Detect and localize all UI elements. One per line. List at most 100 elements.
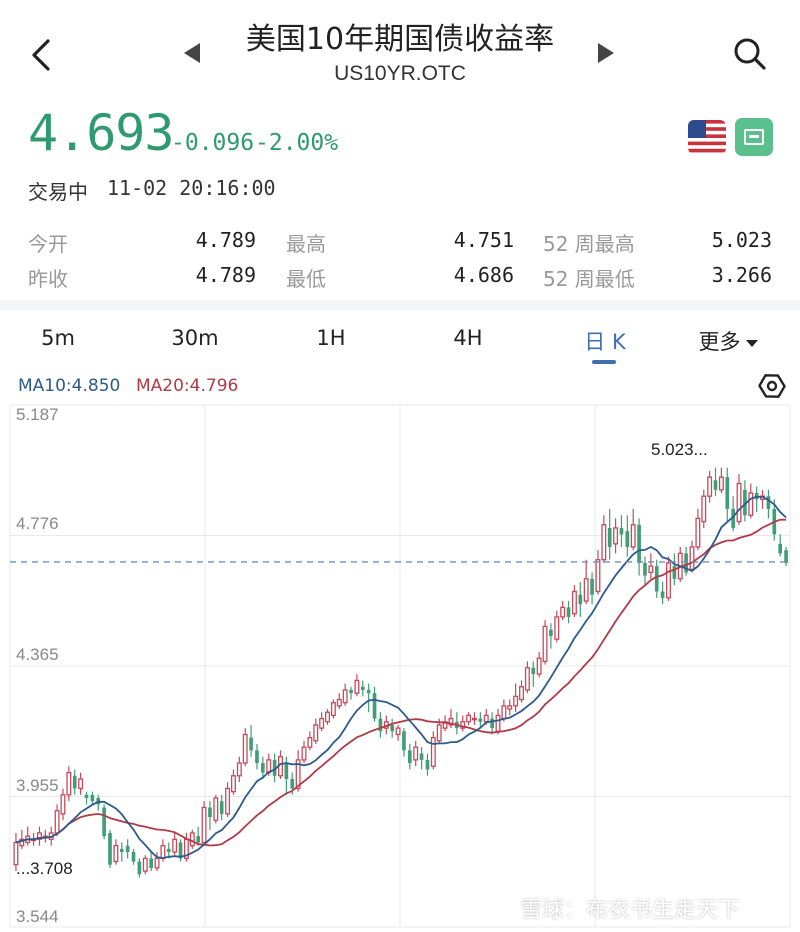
candle-body-down <box>743 489 747 516</box>
candle-body-down <box>731 508 735 528</box>
price-change: -0.096 <box>171 130 255 156</box>
candle-body-down <box>272 759 277 776</box>
candle-body-down <box>672 566 677 579</box>
candle-body-down <box>261 763 265 773</box>
tab-4h[interactable]: 4H <box>453 326 483 350</box>
stat-label-52w-high: 52 周最高 <box>543 232 635 256</box>
candle-body-down <box>196 836 201 843</box>
tab-more-label: 更多 <box>698 330 741 354</box>
candle-body-up <box>560 606 566 618</box>
candle-body-down <box>90 794 95 802</box>
back-arrow-icon[interactable] <box>28 38 56 72</box>
candle-body-up <box>354 679 360 694</box>
candle-body-up <box>736 482 742 523</box>
section-divider <box>0 300 800 310</box>
candle-body-down <box>149 858 153 868</box>
candle-body-up <box>554 616 560 640</box>
candle-body-up <box>630 524 636 548</box>
candle-body-up <box>524 667 530 691</box>
candle-body-up <box>307 736 313 748</box>
settings-hexagon-icon[interactable] <box>758 372 786 400</box>
trading-status: 交易中 <box>28 180 88 204</box>
candle-body-down <box>108 832 112 865</box>
tab-daily-k[interactable]: 日 K <box>584 330 626 354</box>
candle-body-up <box>301 746 307 761</box>
candle-body-up <box>113 845 119 863</box>
candle-body-down <box>84 794 89 799</box>
candle-body-down <box>766 496 771 509</box>
active-tab-indicator <box>592 360 616 364</box>
tab-1h[interactable]: 1H <box>316 326 346 350</box>
candle-body-up <box>225 787 231 815</box>
candle-body-down <box>208 807 212 818</box>
min-price-label: ...3.708 <box>16 859 73 878</box>
prev-triangle-icon[interactable] <box>184 43 200 63</box>
candle-body-down <box>255 750 259 764</box>
stat-label-open: 今开 <box>28 232 68 256</box>
candle-body-down <box>654 566 659 592</box>
candle-body-up <box>542 625 548 663</box>
candle-body-up <box>701 495 707 523</box>
candle-body-up <box>395 727 401 736</box>
stat-value-52w-low: 3.266 <box>711 263 772 287</box>
candle-body-down <box>119 848 124 853</box>
candle-body-down <box>625 531 630 548</box>
candle-body-down <box>402 731 406 751</box>
candle-body-up <box>748 492 754 516</box>
stat-label-52w-low: 52 周最低 <box>543 267 635 291</box>
candle-body-down <box>531 667 536 675</box>
candle-body-up <box>313 724 319 742</box>
candle-body-down <box>619 527 624 535</box>
candle-body-down <box>549 629 553 636</box>
candle-body-up <box>36 832 42 840</box>
candle-body-up <box>242 733 248 764</box>
candle-body-down <box>643 562 647 576</box>
candle-body-down <box>249 737 253 751</box>
tab-5m[interactable]: 5m <box>41 326 75 350</box>
tab-30m[interactable]: 30m <box>171 326 219 350</box>
candle-body-down <box>284 763 289 779</box>
stat-value-52w-high: 5.023 <box>711 228 772 252</box>
candle-body-up <box>460 721 466 729</box>
candle-body-down <box>137 861 142 875</box>
quote-time: 11-02 20:16:00 <box>107 176 276 200</box>
ma20-line <box>15 518 787 847</box>
candle-body-up <box>295 759 301 790</box>
candle-body-down <box>131 852 136 862</box>
candle-body-down <box>372 693 377 719</box>
y-tick-label: 4.776 <box>16 514 59 533</box>
candle-body-up <box>78 778 84 790</box>
candle-body-up <box>536 657 542 675</box>
candle-body-down <box>366 689 371 694</box>
ticket-badge-icon[interactable] <box>735 118 773 156</box>
candle-body-up <box>54 810 60 834</box>
candle-body-down <box>778 543 783 554</box>
stat-value-prev-close: 4.789 <box>195 263 256 287</box>
candle-body-up <box>413 746 419 761</box>
candle-body-up <box>495 714 501 732</box>
stat-value-low: 4.686 <box>453 263 514 287</box>
candle-body-down <box>419 753 424 760</box>
candle-body-down <box>390 724 395 732</box>
search-icon[interactable] <box>732 36 768 72</box>
candle-body-up <box>501 705 507 720</box>
candle-body-up <box>448 717 454 726</box>
y-tick-label: 4.365 <box>16 645 59 664</box>
ma10-indicator: MA10:4.850 <box>18 376 121 396</box>
candlestick-chart[interactable] <box>0 400 800 932</box>
candle-body-down <box>125 845 130 853</box>
next-triangle-icon[interactable] <box>598 43 614 63</box>
candle-body-up <box>60 794 66 815</box>
candle-body-down <box>425 759 430 770</box>
candle-body-down <box>219 801 224 814</box>
candle-body-up <box>666 562 671 599</box>
candle-body-down <box>566 607 571 617</box>
stat-label-low: 最低 <box>286 267 326 291</box>
stat-label-prev-close: 昨收 <box>28 267 68 291</box>
candle-body-up <box>601 524 607 561</box>
candle-body-up <box>583 578 589 602</box>
tab-more[interactable]: 更多 <box>683 326 773 356</box>
candle-body-up <box>66 771 72 796</box>
candle-body-up <box>342 689 348 704</box>
candle-body-up <box>336 698 342 707</box>
